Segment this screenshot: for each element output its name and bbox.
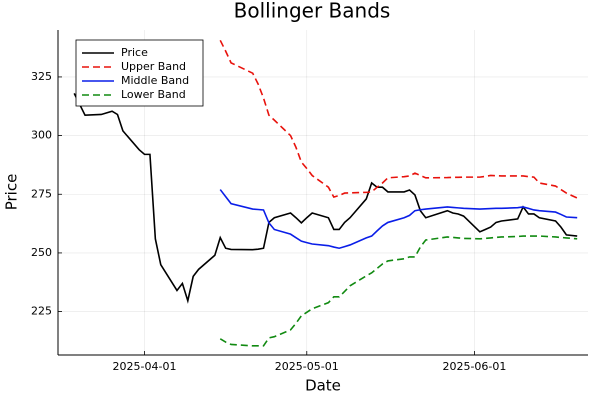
y-tick-label: 225	[31, 305, 52, 318]
series-line	[219, 235, 578, 347]
legend-label: Price	[121, 46, 148, 59]
x-tick-label: 2025-05-01	[275, 360, 339, 373]
y-tick-label: 325	[31, 70, 52, 83]
y-tick-label: 250	[31, 246, 52, 259]
legend-label: Middle Band	[121, 74, 189, 87]
legend-label: Upper Band	[121, 60, 186, 73]
series-line	[73, 93, 578, 304]
legend-label: Lower Band	[121, 88, 186, 101]
x-axis-label: Date	[305, 377, 341, 395]
x-tick-label: 2025-06-01	[442, 360, 506, 373]
series-line	[219, 189, 578, 250]
y-axis-label: Price	[3, 174, 21, 211]
y-tick-label: 300	[31, 129, 52, 142]
y-tick-label: 275	[31, 187, 52, 200]
chart-title: Bollinger Bands	[234, 0, 391, 23]
x-tick-label: 2025-04-01	[113, 360, 177, 373]
series-line	[219, 39, 578, 199]
